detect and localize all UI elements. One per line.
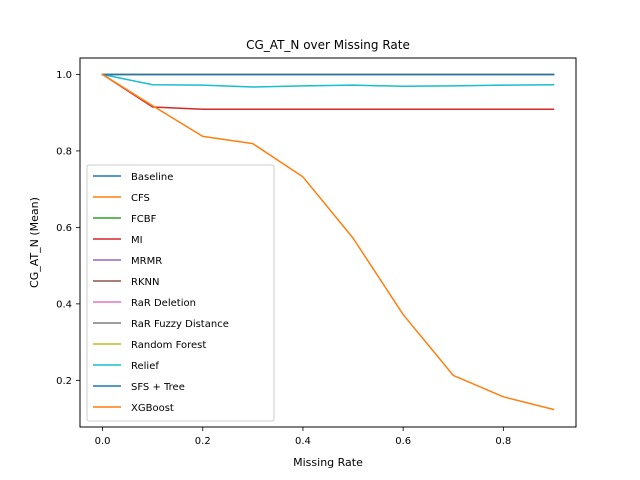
plot-frame	[79, 57, 577, 428]
legend-box	[86, 164, 275, 422]
y-axis-label: CG_AT_N (Mean)	[28, 197, 41, 288]
x-axis-label: Missing Rate	[293, 456, 363, 469]
legend-label: RaR Fuzzy Distance	[131, 319, 229, 330]
legend-item: FCBF	[93, 214, 157, 225]
legend-label: Relief	[131, 361, 159, 372]
x-tick-label: 0.8	[495, 436, 511, 447]
series-line-mi	[101, 73, 555, 110]
legend-label: RKNN	[131, 277, 159, 288]
y-tick-label: 1.0	[56, 70, 72, 81]
legend-item: RaR Fuzzy Distance	[93, 319, 229, 330]
legend-label: CFS	[131, 193, 150, 204]
legend-label: MRMR	[131, 256, 162, 267]
legend-label: Random Forest	[131, 340, 206, 351]
x-tick-label: 0.2	[195, 436, 211, 447]
legend-item: MRMR	[93, 256, 162, 267]
legend-item: RKNN	[93, 277, 159, 288]
x-tick-label: 0.4	[295, 436, 311, 447]
legend-item: SFS + Tree	[93, 382, 185, 393]
x-tick-label: 0.6	[395, 436, 411, 447]
series-line-relief	[101, 73, 555, 88]
x-tick-label: 0.0	[95, 436, 111, 447]
y-axis: 0.2 0.4 0.6 0.8 1.0	[56, 70, 80, 387]
legend-label: MI	[131, 235, 143, 246]
legend-label: SFS + Tree	[131, 382, 185, 393]
legend-item: RaR Deletion	[93, 298, 196, 309]
legend-item: Random Forest	[93, 340, 206, 351]
legend-item: CFS	[93, 193, 150, 204]
legend: Baseline CFS FCBF MI MRMR RKNN RaR Deletion RaR…	[86, 164, 275, 422]
y-tick-label: 0.4	[56, 299, 72, 310]
legend-item: MI	[93, 235, 143, 246]
legend-label: FCBF	[131, 214, 157, 225]
y-tick-label: 0.2	[56, 376, 72, 387]
legend-item: Baseline	[93, 172, 173, 183]
legend-label: Baseline	[131, 172, 173, 183]
series-line-xgboost	[101, 73, 555, 411]
legend-item: Relief	[93, 361, 159, 372]
legend-item: XGBoost	[93, 403, 174, 414]
chart-title: CG_AT_N over Missing Rate	[246, 38, 410, 52]
legend-label: RaR Deletion	[131, 298, 196, 309]
legend-label: XGBoost	[131, 403, 174, 414]
series-layer	[101, 73, 555, 411]
y-tick-label: 0.8	[56, 146, 72, 157]
x-axis: 0.0 0.2 0.4 0.6 0.8	[95, 427, 511, 447]
y-tick-label: 0.6	[56, 223, 72, 234]
